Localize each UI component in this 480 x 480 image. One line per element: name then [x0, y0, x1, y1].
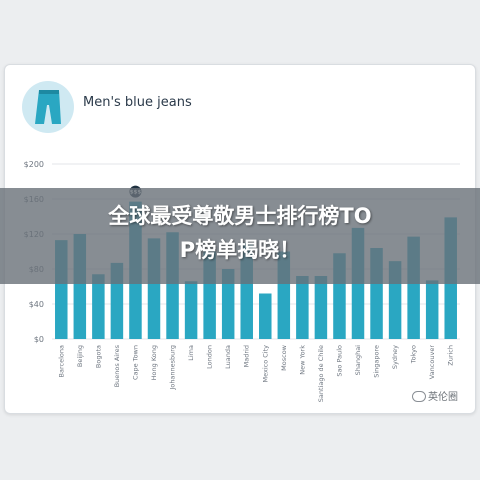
bar	[259, 293, 272, 339]
x-tick-label: Singapore	[373, 345, 381, 378]
x-tick-label: Buenos Aires	[113, 344, 121, 387]
overlay-caption: 全球最受尊敬男士排行榜TO P榜单揭晓！	[0, 199, 480, 267]
x-tick-label: Tokyo	[410, 345, 418, 364]
jeans-icon	[22, 81, 74, 133]
wechat-icon	[412, 391, 426, 402]
x-tick-label: Bogota	[94, 345, 102, 368]
overlay-band	[0, 188, 480, 284]
x-tick-label: Barcelona	[57, 345, 65, 377]
watermark: 英伦圈	[428, 392, 458, 403]
bar	[92, 274, 105, 339]
overlay-line-1: 全球最受尊敬男士排行榜TO	[108, 204, 372, 228]
x-tick-label: Santiago de Chile	[317, 345, 325, 402]
bar	[425, 280, 439, 339]
x-tick-label: Mexico City	[261, 345, 269, 383]
x-tick-label: Johannesburg	[169, 345, 177, 391]
x-tick-label: Sao Paulo	[335, 345, 343, 377]
x-tick-label: Vancouver	[428, 345, 436, 380]
x-tick-label: Hong Kong	[150, 345, 158, 380]
bar	[184, 281, 198, 339]
x-tick-label: Shanghai	[354, 345, 362, 376]
x-tick-label: London	[206, 345, 214, 369]
x-tick-label: Zurich	[447, 345, 455, 366]
x-tick-label: Luanda	[224, 345, 232, 369]
x-tick-label: Madrid	[243, 345, 251, 367]
chart-title: Men's blue jeans	[83, 95, 192, 110]
bar	[314, 276, 328, 339]
bar	[296, 276, 309, 339]
bar	[221, 269, 235, 339]
overlay-line-2: P榜单揭晓！	[179, 238, 301, 262]
x-tick-label: Sydney	[391, 345, 399, 369]
x-tick-label: Cape Town	[131, 345, 139, 380]
x-tick-label: New York	[298, 345, 306, 375]
x-tick-label: Moscow	[280, 344, 288, 371]
x-tick-label: Lima	[187, 345, 195, 361]
y-tick-label: $200	[24, 160, 44, 169]
x-tick-label: Beijing	[76, 345, 84, 367]
y-tick-label: $0	[34, 335, 44, 344]
y-tick-label: $40	[29, 300, 44, 309]
